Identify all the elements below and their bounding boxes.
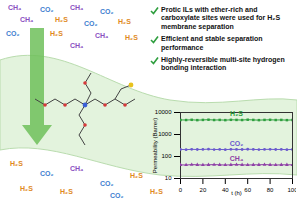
html-text:CO₂: CO₂ bbox=[40, 6, 54, 13]
html-text:H₂S: H₂S bbox=[130, 172, 143, 179]
html-text:H₂S: H₂S bbox=[125, 34, 138, 41]
html-text:CH₄: CH₄ bbox=[70, 165, 84, 172]
html-text:H₂S: H₂S bbox=[118, 18, 131, 25]
html-text:CH₄: CH₄ bbox=[95, 32, 109, 39]
svg-text:Permeability (Barrer): Permeability (Barrer) bbox=[152, 118, 158, 173]
html-text:CH₄: CH₄ bbox=[70, 4, 84, 11]
svg-text:40: 40 bbox=[222, 187, 229, 193]
html-text:CO₂: CO₂ bbox=[84, 20, 98, 27]
html-text:CH₄: CH₄ bbox=[70, 42, 84, 49]
html-text:Highly-reversible multi-site h: Highly-reversible multi-site hydrogen bo… bbox=[161, 56, 285, 72]
html-text:CO₂: CO₂ bbox=[110, 192, 124, 199]
html-text:H₂S: H₂S bbox=[150, 188, 163, 195]
svg-text:0: 0 bbox=[179, 187, 183, 193]
svg-text:20: 20 bbox=[200, 187, 207, 193]
svg-text:10000: 10000 bbox=[155, 109, 172, 115]
html-text:CO₂: CO₂ bbox=[100, 180, 114, 187]
html-text:H₂S: H₂S bbox=[55, 16, 68, 23]
html-text:H₂S: H₂S bbox=[50, 30, 63, 37]
html-text:CO₂: CO₂ bbox=[6, 30, 20, 37]
svg-text:80: 80 bbox=[267, 187, 274, 193]
svg-text:100: 100 bbox=[161, 153, 172, 159]
svg-text:10: 10 bbox=[165, 175, 172, 181]
html-text:H₂S: H₂S bbox=[10, 160, 23, 167]
svg-text:60: 60 bbox=[244, 187, 251, 193]
svg-text:CO₂: CO₂ bbox=[230, 140, 244, 147]
html-text:CH₄: CH₄ bbox=[8, 4, 22, 11]
html-text:H₂S: H₂S bbox=[20, 185, 33, 192]
svg-text:100: 100 bbox=[287, 187, 296, 193]
html-text:CO₂: CO₂ bbox=[100, 8, 114, 15]
html-text:Efficient and stable separatio: Efficient and stable separation performa… bbox=[161, 35, 263, 51]
svg-text:1000: 1000 bbox=[158, 131, 172, 137]
svg-text:CH₄: CH₄ bbox=[230, 155, 243, 162]
svg-text:H₂S: H₂S bbox=[230, 110, 243, 117]
html-text:Protic ILs with ether-rich and: Protic ILs with ether-rich and carboxyla… bbox=[161, 6, 281, 30]
svg-text:t (h): t (h) bbox=[231, 190, 242, 196]
html-text:CH₄: CH₄ bbox=[20, 16, 34, 23]
html-text:H₂S: H₂S bbox=[60, 188, 73, 195]
html-text:CO₂: CO₂ bbox=[40, 170, 54, 177]
